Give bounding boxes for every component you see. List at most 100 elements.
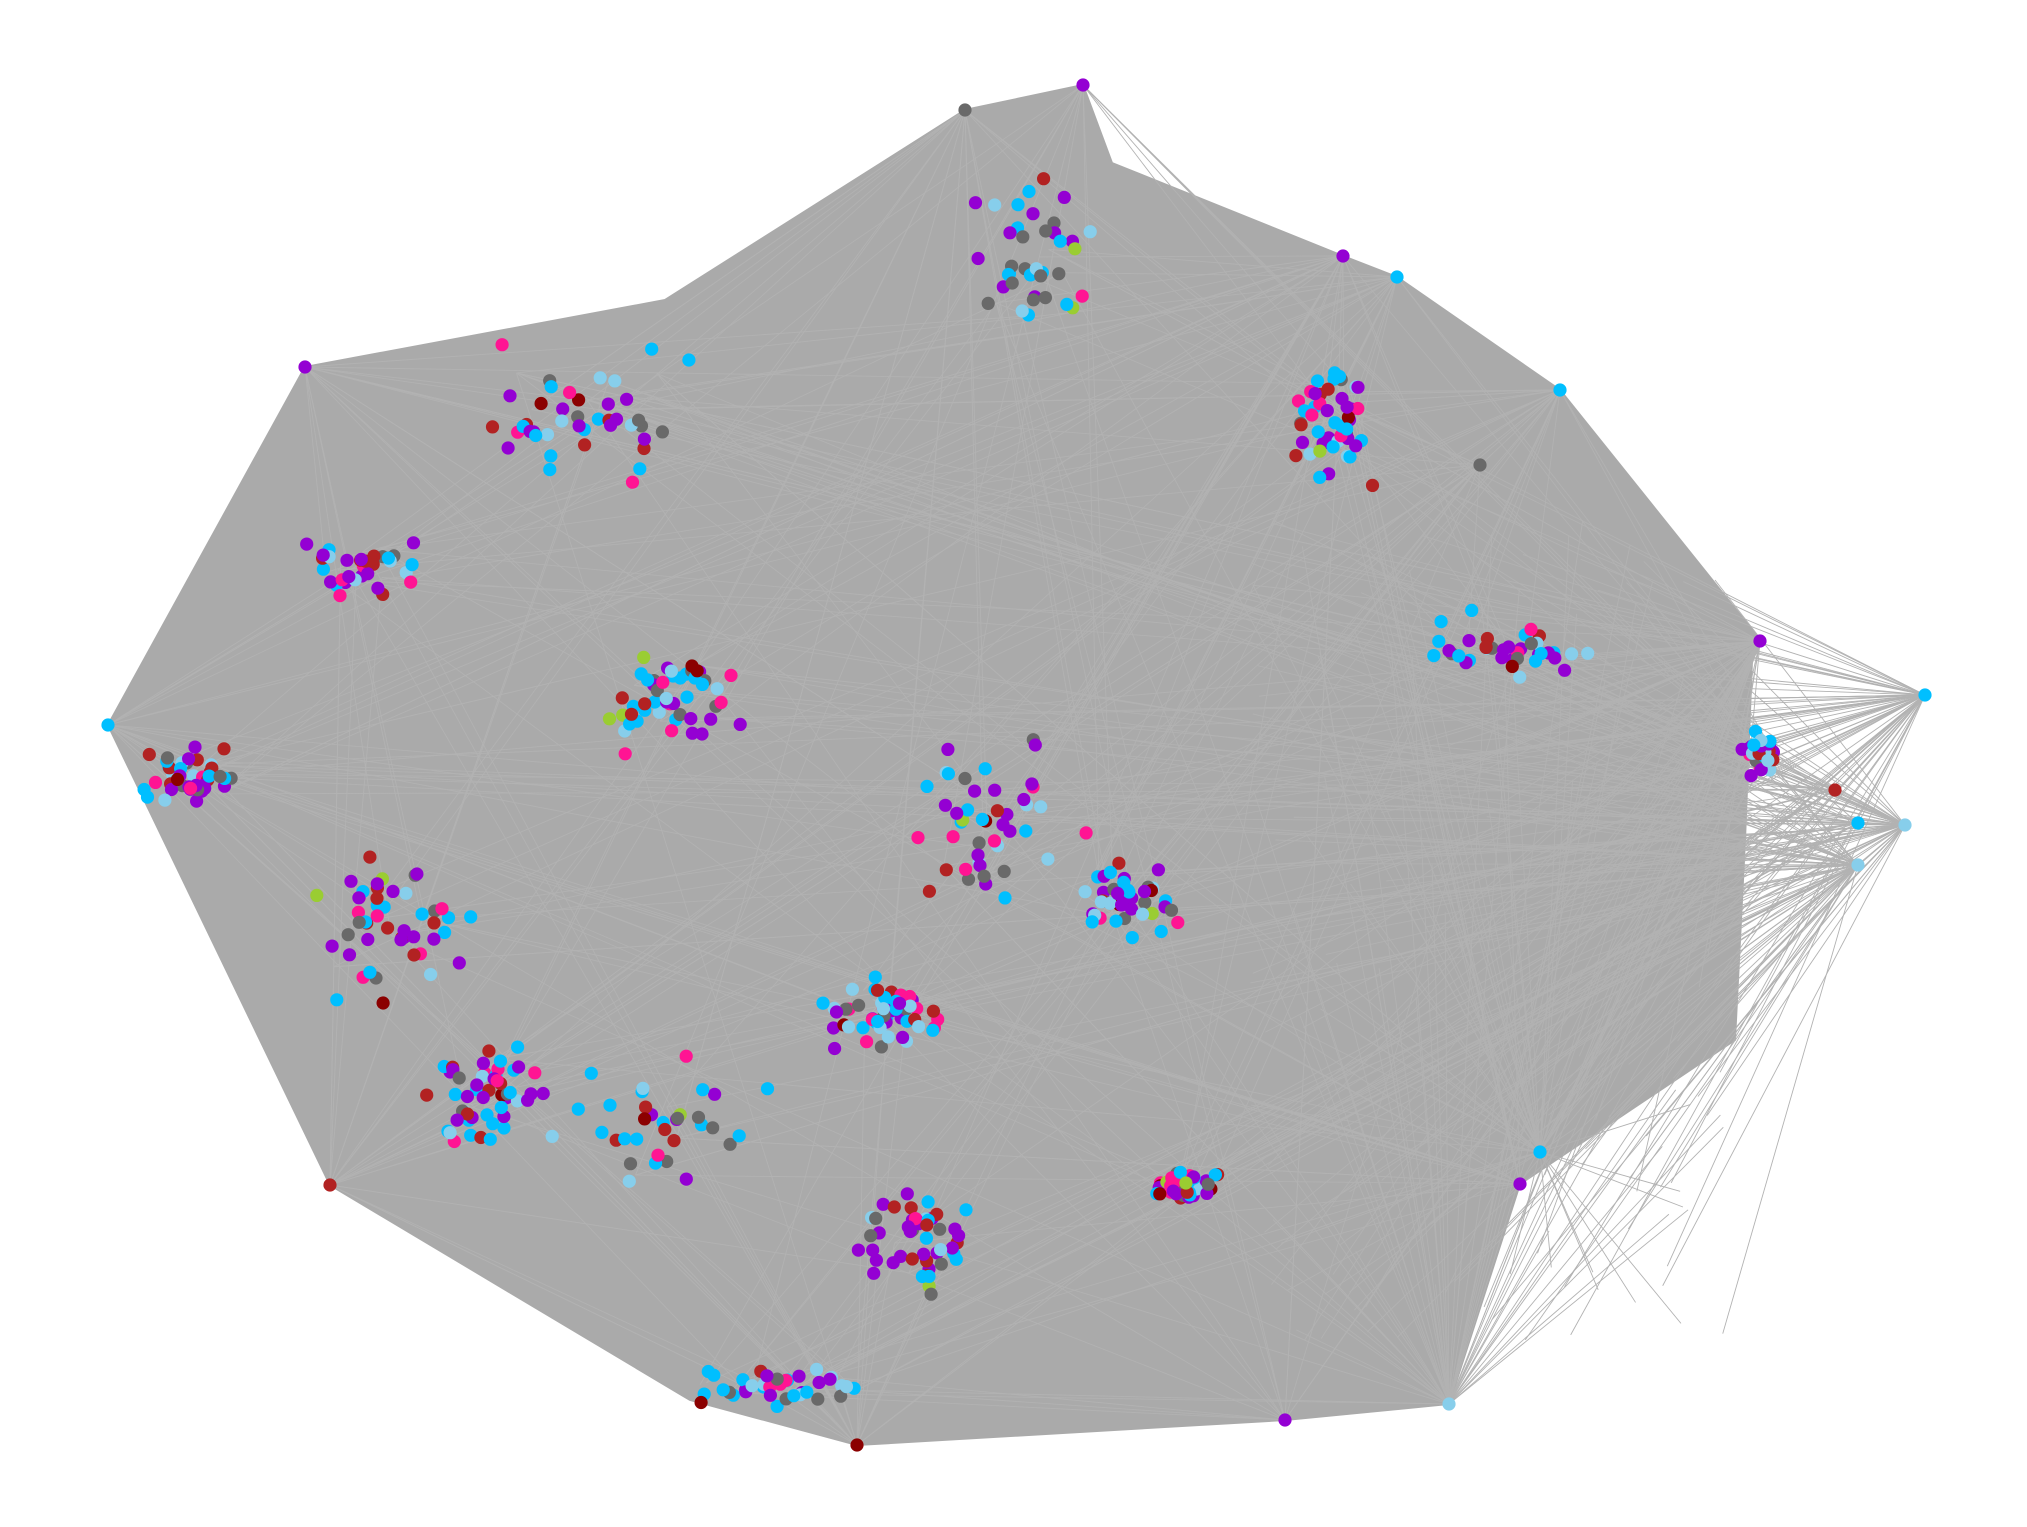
- graph-node: [637, 432, 652, 446]
- edge: [378, 918, 858, 1446]
- edge: [329, 664, 696, 1186]
- edge: [1539, 1151, 1636, 1303]
- graph-node: [997, 864, 1011, 879]
- graph-node: [696, 1083, 710, 1097]
- edge: [1082, 84, 1752, 752]
- graph-node: [148, 775, 163, 790]
- edge: [483, 109, 966, 1108]
- graph-node: [1171, 915, 1185, 930]
- edge: [107, 580, 372, 726]
- edge: [1448, 1183, 1469, 1405]
- edge: [1428, 1094, 1541, 1153]
- edge: [1422, 535, 1926, 696]
- edge: [1448, 1097, 1545, 1405]
- edge: [197, 775, 1859, 866]
- edge: [1320, 640, 1761, 1339]
- edge: [360, 389, 1561, 901]
- edge: [1272, 640, 1761, 1005]
- graph-node: [946, 830, 960, 844]
- graph-node: [622, 1174, 636, 1188]
- graph-node: [869, 1253, 884, 1267]
- edge: [373, 109, 966, 567]
- edge: [889, 389, 1561, 1023]
- edge: [634, 684, 1836, 791]
- graph-node: [470, 1078, 484, 1092]
- graph-node: [1528, 654, 1543, 668]
- graph-node: [695, 677, 710, 692]
- edge: [648, 396, 1859, 866]
- edge: [329, 558, 342, 1186]
- graph-node: [593, 371, 607, 385]
- edge: [1317, 655, 1541, 1153]
- graph-node: [1310, 374, 1325, 388]
- edge: [676, 1137, 1521, 1185]
- edge: [598, 389, 1561, 411]
- edge: [943, 84, 1084, 867]
- graph-node: [591, 412, 606, 426]
- graph-node: [415, 907, 429, 921]
- edge: [329, 302, 997, 1186]
- edge: [1453, 864, 1859, 1283]
- graph-node: [184, 781, 198, 795]
- edge: [197, 775, 858, 1446]
- graph-node: [623, 1157, 638, 1171]
- graph-node: [584, 1066, 598, 1080]
- graph-node: [158, 793, 172, 807]
- edge: [856, 741, 1763, 1446]
- graph-node: [460, 1107, 474, 1121]
- graph-node: [480, 1108, 494, 1122]
- edge: [304, 366, 908, 1008]
- graph-node: [1022, 184, 1036, 199]
- graph-node: [1201, 1177, 1215, 1191]
- edge: [337, 464, 1481, 571]
- graph-node: [679, 1172, 693, 1186]
- graph-node: [363, 850, 377, 864]
- edge: [1253, 584, 1761, 642]
- graph-node: [945, 1241, 959, 1255]
- graph-node: [300, 537, 314, 551]
- edge: [1505, 579, 1761, 642]
- graph-node: [716, 1383, 730, 1397]
- graph-node: [344, 874, 358, 888]
- edge: [836, 276, 1398, 1379]
- edge: [1381, 694, 1926, 814]
- graph-node: [1340, 422, 1354, 436]
- graph-node: [476, 1090, 490, 1105]
- edge: [1660, 864, 1859, 1188]
- graph-node: [1754, 763, 1768, 777]
- edge: [329, 1088, 508, 1186]
- edge: [304, 366, 588, 401]
- edge: [608, 380, 1859, 824]
- graph-node: [1328, 366, 1342, 380]
- edge: [1191, 389, 1561, 1187]
- graph-node: [1291, 394, 1306, 408]
- edge: [421, 918, 1521, 1185]
- edge: [1714, 579, 1906, 826]
- graph-node: [651, 1148, 665, 1162]
- edge: [203, 770, 1521, 1185]
- edge: [1360, 592, 1906, 826]
- edge: [775, 789, 1836, 1393]
- edge: [1627, 864, 1859, 1230]
- graph-node: [934, 1257, 948, 1271]
- edge: [1568, 864, 1859, 1093]
- graph-node: [1122, 885, 1136, 899]
- edge: [1062, 272, 1398, 278]
- edge: [1325, 824, 1906, 955]
- edge: [1539, 1032, 1621, 1153]
- graph-node: [939, 863, 953, 877]
- edge: [373, 566, 858, 1446]
- edge: [1324, 694, 1926, 728]
- edge: [856, 824, 1906, 1391]
- edge: [107, 402, 1338, 726]
- graph-node: [501, 441, 515, 455]
- edge: [1252, 694, 1926, 974]
- edge: [107, 724, 936, 797]
- graph-node: [1320, 404, 1334, 418]
- edge: [170, 762, 1521, 1185]
- graph-node: [636, 1081, 650, 1095]
- edge: [1448, 1127, 1724, 1405]
- edge: [1701, 640, 1761, 807]
- edge: [872, 998, 1450, 1405]
- edge: [1365, 553, 1906, 826]
